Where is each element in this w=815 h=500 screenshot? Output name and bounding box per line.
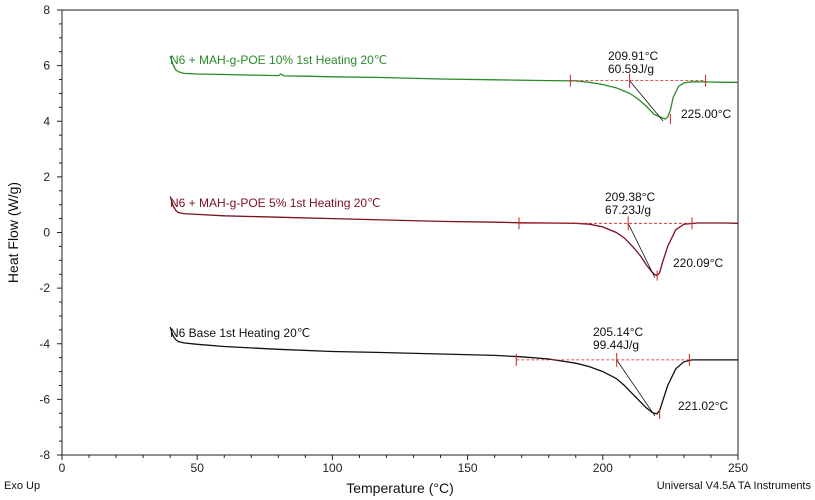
series-label: N6 + MAH-g-POE 5% 1st Heating 20℃ [170, 196, 381, 210]
x-tick-label: 50 [191, 461, 205, 475]
x-tick-label: 0 [59, 461, 66, 475]
y-tick-label: -8 [39, 448, 50, 462]
onset-temp-label: 209.91°C [608, 49, 659, 63]
series-label: N6 Base 1st Heating 20℃ [170, 326, 310, 340]
onset-temp-label: 205.14°C [593, 325, 644, 339]
footer-instrument: Universal V4.5A TA Instruments [657, 480, 812, 492]
series-line [169, 196, 739, 277]
y-tick-label: 8 [43, 3, 50, 17]
onset-tangent [629, 80, 664, 122]
x-tick-label: 250 [728, 461, 748, 475]
series-line [169, 326, 738, 415]
x-tick-label: 100 [322, 461, 342, 475]
x-axis-title: Temperature (°C) [346, 480, 454, 496]
onset-tangent [616, 359, 656, 417]
onset-temp-label: 209.38°C [605, 190, 656, 204]
y-tick-label: -6 [39, 392, 50, 406]
y-tick-label: -2 [39, 281, 50, 295]
footer-exo-up: Exo Up [4, 480, 40, 492]
peak-temp-label: 220.09°C [673, 256, 724, 270]
peak-temp-label: 225.00°C [681, 107, 732, 121]
enthalpy-label: 99.44J/g [593, 338, 639, 352]
enthalpy-label: 60.59J/g [608, 62, 654, 76]
y-tick-label: 6 [43, 59, 50, 73]
x-tick-label: 200 [593, 461, 613, 475]
x-tick-label: 150 [458, 461, 478, 475]
series-line [169, 55, 738, 120]
y-tick-label: 4 [43, 114, 50, 128]
y-tick-label: -4 [39, 337, 50, 351]
peak-temp-label: 221.02°C [678, 399, 729, 413]
onset-tangent [627, 223, 656, 278]
y-tick-label: 0 [43, 226, 50, 240]
enthalpy-label: 67.23J/g [605, 203, 651, 217]
plot-frame [61, 9, 739, 456]
y-axis-title: Heat Flow (W/g) [5, 182, 21, 283]
series-label: N6 + MAH-g-POE 10% 1st Heating 20℃ [170, 53, 387, 67]
y-tick-label: 2 [43, 170, 50, 184]
